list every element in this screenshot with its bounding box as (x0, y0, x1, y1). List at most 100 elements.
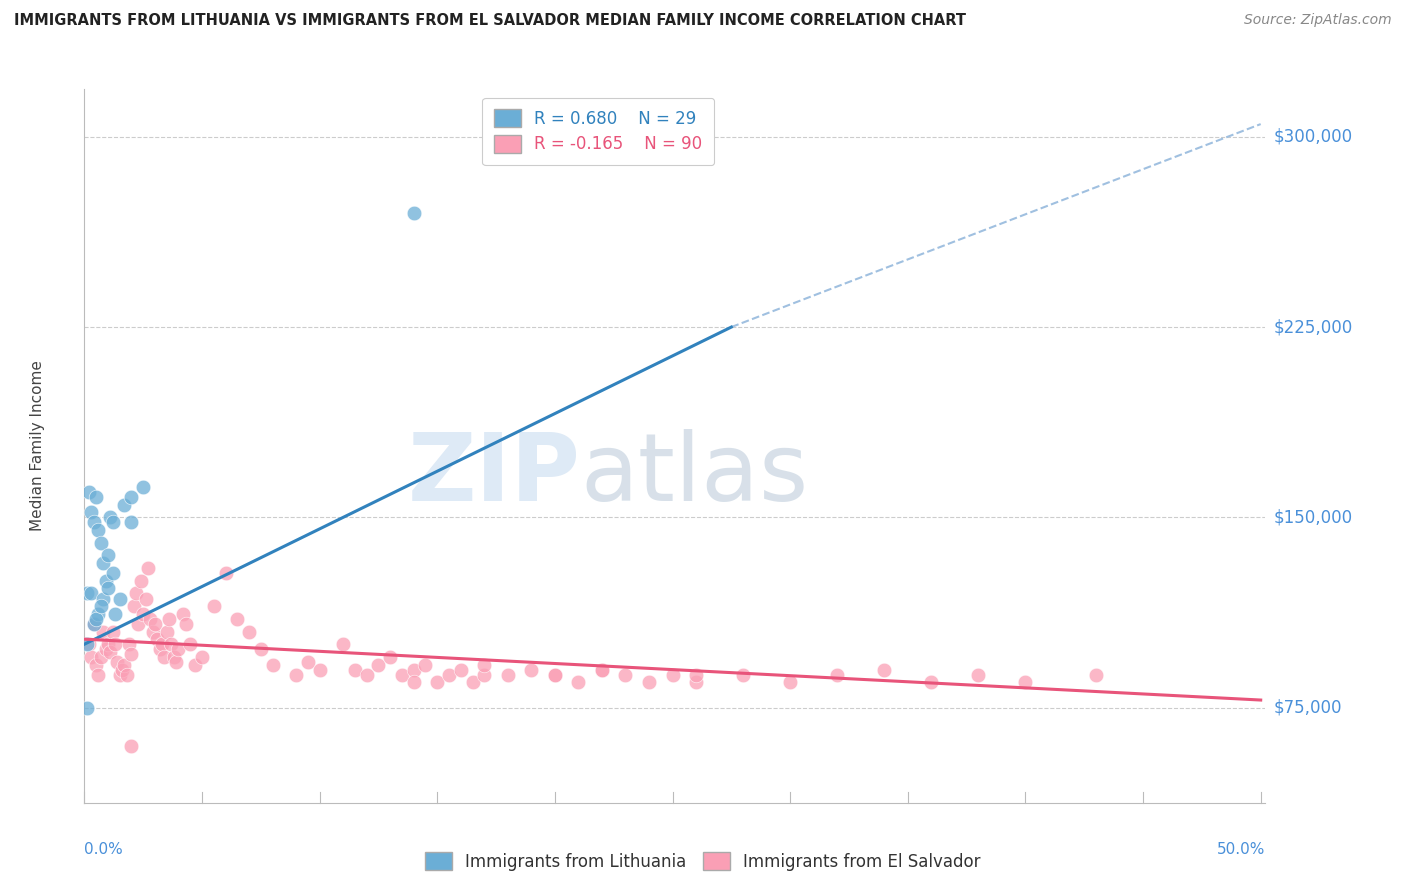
Point (496, 667, 519, 681)
Point (97, 549, 120, 563)
Point (156, 624, 179, 639)
Point (80, 649, 103, 664)
Point (83, 616, 105, 631)
Point (87, 607, 110, 621)
Point (249, 642, 271, 657)
Point (285, 667, 308, 681)
Point (83, 616, 105, 631)
Point (115, 667, 138, 681)
Point (84, 657, 107, 672)
Point (426, 675, 449, 690)
Point (80, 505, 103, 519)
Point (356, 667, 378, 681)
Point (87, 523, 110, 537)
Text: $150,000: $150,000 (1274, 508, 1353, 526)
Point (120, 648, 142, 662)
Point (1085, 667, 1108, 681)
Point (308, 663, 330, 677)
Point (112, 498, 135, 512)
Point (661, 667, 683, 681)
Point (94, 642, 117, 657)
Point (77, 485, 100, 500)
Point (90, 599, 112, 614)
Point (97, 637, 120, 651)
Point (120, 739, 142, 753)
Point (90, 649, 112, 664)
Point (825, 667, 848, 681)
Text: atlas: atlas (581, 428, 808, 521)
Point (165, 655, 187, 669)
Point (87, 667, 110, 681)
Point (214, 566, 236, 581)
Point (733, 667, 755, 681)
Point (105, 655, 128, 669)
Point (461, 675, 484, 690)
Point (98, 645, 121, 659)
Point (132, 480, 155, 494)
Text: 0.0%: 0.0% (84, 842, 124, 857)
Point (380, 649, 402, 664)
Point (402, 675, 425, 690)
Point (520, 663, 543, 677)
Point (202, 599, 225, 614)
Point (591, 663, 613, 677)
Point (76, 700, 98, 714)
Point (567, 675, 589, 690)
Point (135, 591, 157, 606)
Point (146, 632, 169, 647)
Text: $75,000: $75,000 (1274, 698, 1343, 716)
Point (184, 657, 207, 672)
Point (98, 510, 121, 524)
Point (101, 624, 124, 639)
Point (967, 667, 990, 681)
Point (332, 637, 354, 651)
Point (160, 637, 183, 651)
Point (343, 663, 366, 677)
Point (638, 675, 661, 690)
Point (544, 667, 567, 681)
Point (402, 206, 425, 220)
Point (157, 612, 180, 626)
Point (472, 667, 495, 681)
Point (472, 657, 495, 672)
Point (779, 675, 801, 690)
Point (94, 574, 117, 588)
Point (591, 663, 613, 677)
Point (920, 675, 942, 690)
Point (80, 586, 103, 600)
Text: Median Family Income: Median Family Income (30, 360, 45, 532)
Point (104, 607, 127, 621)
Point (143, 616, 166, 631)
Text: ZIP: ZIP (408, 428, 581, 521)
Point (262, 657, 284, 672)
Point (76, 586, 98, 600)
Text: Source: ZipAtlas.com: Source: ZipAtlas.com (1244, 13, 1392, 28)
Point (139, 612, 162, 626)
Point (163, 649, 186, 664)
Point (685, 667, 707, 681)
Point (104, 637, 127, 651)
Point (84, 612, 107, 626)
Point (108, 667, 131, 681)
Point (437, 667, 460, 681)
Point (179, 637, 201, 651)
Point (614, 667, 637, 681)
Point (120, 516, 142, 530)
Point (90, 535, 112, 549)
Point (127, 616, 149, 631)
Point (685, 675, 707, 690)
Point (76, 637, 98, 651)
Point (174, 616, 197, 631)
Point (150, 637, 173, 651)
Point (226, 612, 249, 626)
Point (191, 649, 214, 664)
Text: $225,000: $225,000 (1274, 318, 1353, 336)
Legend: Immigrants from Lithuania, Immigrants from El Salvador: Immigrants from Lithuania, Immigrants fr… (418, 844, 988, 880)
Point (112, 657, 135, 672)
Point (101, 516, 124, 530)
Point (297, 655, 319, 669)
Point (136, 561, 159, 575)
Point (125, 586, 148, 600)
Text: $300,000: $300,000 (1274, 128, 1353, 145)
Point (153, 649, 176, 664)
